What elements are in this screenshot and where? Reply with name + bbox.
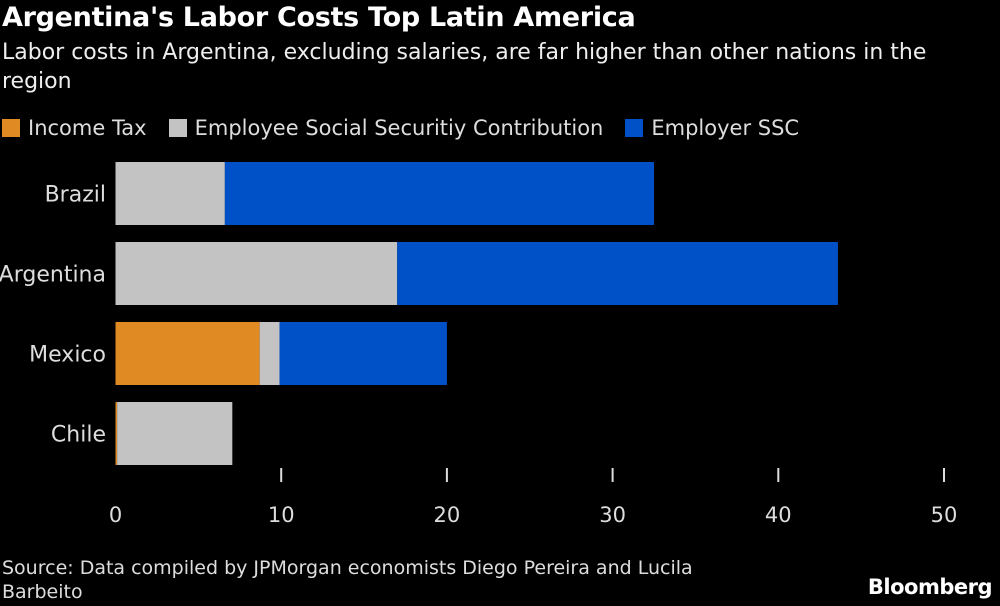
x-tick-label: 30 <box>599 503 626 527</box>
legend: Income Tax Employee Social Securitiy Con… <box>2 116 799 140</box>
bar-segment <box>115 322 260 385</box>
legend-swatch <box>625 119 644 137</box>
legend-swatch <box>2 119 20 137</box>
legend-item-employee-ssc: Employee Social Securitiy Contribution <box>168 116 604 140</box>
x-tick-label: 50 <box>931 503 958 527</box>
category-label: Mexico <box>29 343 106 368</box>
category-label: Argentina <box>0 263 106 288</box>
bloomberg-logo: Bloomberg <box>867 575 993 599</box>
legend-item-employer-ssc: Employer SSC <box>625 116 799 140</box>
bar-segment <box>115 242 398 305</box>
x-tick-label: 20 <box>434 503 461 527</box>
bar-segment <box>279 322 447 385</box>
legend-item-income-tax: Income Tax <box>2 116 147 140</box>
x-tick-label: 10 <box>268 503 295 527</box>
bar-segment <box>259 322 280 385</box>
category-label: Brazil <box>45 183 106 208</box>
x-tick-label: 0 <box>109 503 122 527</box>
chart-subtitle: Labor costs in Argentina, excluding sala… <box>2 40 927 94</box>
bar-segment <box>117 402 233 465</box>
x-tick-label: 40 <box>765 503 792 527</box>
bar-segment <box>397 242 838 305</box>
legend-label: Employee Social Securitiy Contribution <box>194 116 604 140</box>
source-note: Source: Data compiled by JPMorgan econom… <box>2 557 693 603</box>
legend-label: Income Tax <box>28 116 147 140</box>
chart-title: Argentina's Labor Costs Top Latin Americ… <box>2 2 636 33</box>
bar-segment <box>224 162 655 225</box>
legend-swatch <box>168 119 187 137</box>
legend-label: Employer SSC <box>651 116 800 140</box>
category-label: Chile <box>51 423 106 448</box>
bar-segment <box>115 402 118 465</box>
bar-segment <box>115 162 225 225</box>
